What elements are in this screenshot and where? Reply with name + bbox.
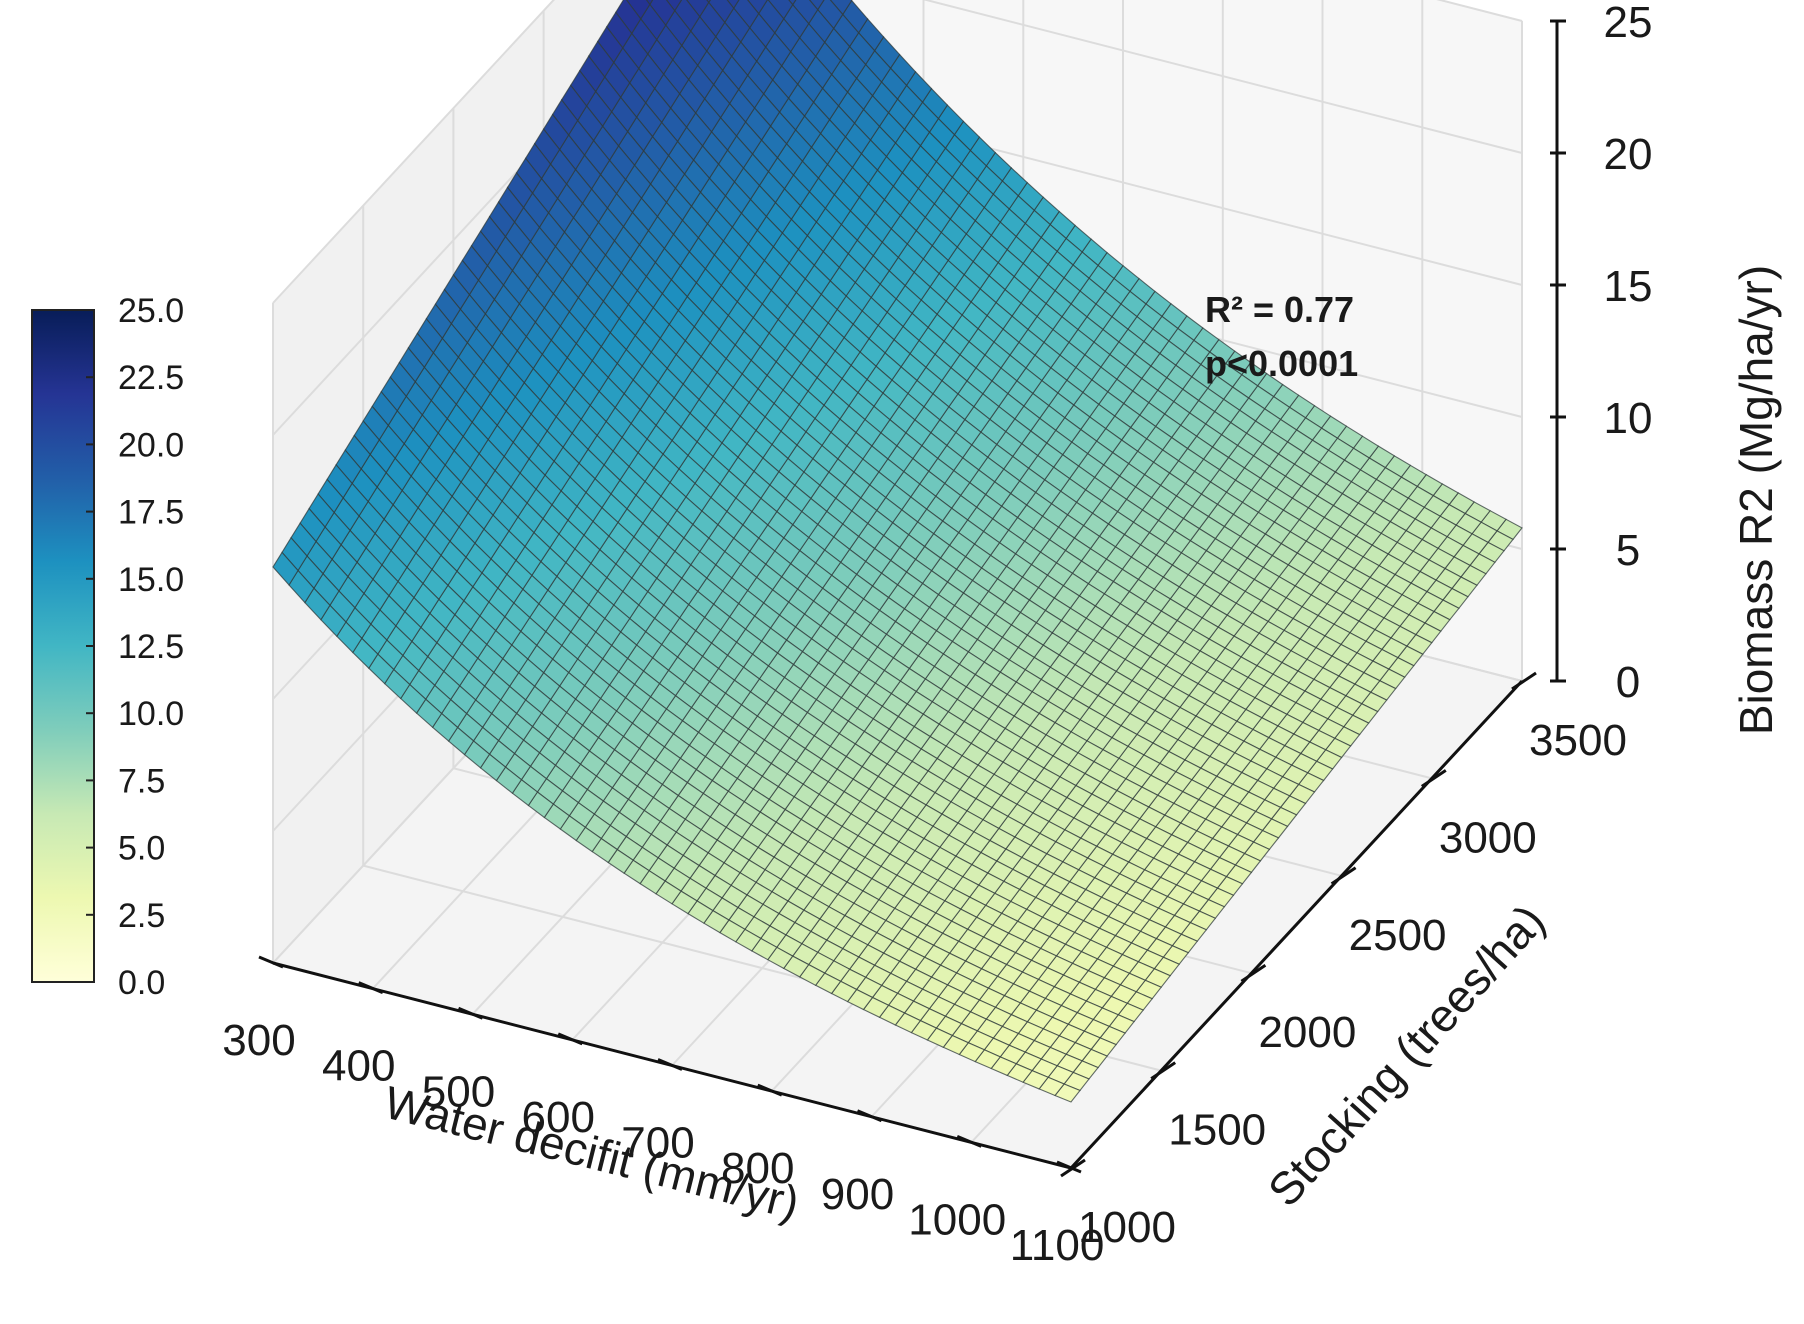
colorbar: 0.0 2.5 5.0 7.5 10.0 12.5 15.0 17.5 20.0 22.5 25.0: [31, 292, 184, 1002]
x-tick-mark: [1056, 1160, 1082, 1174]
x-tick-label: 300: [222, 1016, 295, 1065]
x-tick-mark: [956, 1134, 982, 1148]
colorbar-tick-label: 22.5: [118, 359, 184, 397]
y-tick-label: 3500: [1529, 716, 1627, 765]
z-gridline: [272, 0, 1523, 436]
y-tick-label: 3000: [1439, 813, 1537, 862]
z-tick-label: 25: [1604, 0, 1653, 47]
x-tick-mark: [358, 981, 384, 995]
x-tick-mark: [856, 1109, 883, 1123]
y-tick-label: 2500: [1349, 911, 1447, 960]
z-tick-label: 0: [1616, 658, 1640, 707]
y-tick-label: 1000: [1078, 1203, 1176, 1252]
x-tick-label: 1000: [908, 1195, 1006, 1244]
annotation-p-value: p<0.0001: [1205, 343, 1358, 384]
colorbar-tick-label: 25.0: [118, 292, 184, 330]
x-tick-label: 1100: [1010, 1221, 1105, 1270]
y-tick-mark: [1420, 769, 1447, 788]
y-tick-mark: [1150, 1061, 1177, 1080]
z-tick-label: 15: [1604, 262, 1653, 311]
x-tick-label: 500: [422, 1067, 495, 1116]
surface-mesh: [272, 0, 1523, 1103]
x-tick-label: 900: [821, 1170, 894, 1219]
annotation-r-squared: R² = 0.77: [1205, 289, 1354, 330]
z-axis-label: Biomass R2 (Mg/ha/yr): [1730, 265, 1782, 735]
x-tick-mark: [258, 955, 284, 969]
colorbar-tick-label: 10.0: [118, 695, 184, 733]
y-tick-mark: [1511, 671, 1537, 691]
y-tick-label: 1500: [1168, 1106, 1266, 1155]
x-tick-mark: [457, 1006, 484, 1020]
colorbar-tick-label: 7.5: [118, 762, 165, 800]
x-tick-label: 600: [522, 1093, 595, 1142]
colorbar-tick-label: 15.0: [118, 561, 184, 599]
axes-lines-and-ticks: [258, 19, 1566, 1178]
colorbar-tick-label: 5.0: [118, 830, 165, 868]
x-tick-label: 400: [322, 1042, 395, 1091]
z-tick-label: 10: [1604, 394, 1653, 443]
colorbar-tick-label: 2.5: [118, 897, 165, 935]
x-tick-label: 700: [621, 1119, 694, 1168]
y-tick-label: 2000: [1258, 1008, 1356, 1057]
colorbar-gradient: [31, 309, 95, 983]
z-tick-label: 5: [1616, 526, 1640, 575]
y-tick-mark: [1060, 1158, 1086, 1178]
x-tick-mark: [557, 1032, 583, 1046]
z-tick-label: 20: [1604, 130, 1653, 179]
x-tick-label: 800: [721, 1144, 794, 1193]
colorbar-tick-label: 12.5: [118, 628, 184, 666]
y-axis-line: [1069, 679, 1524, 1170]
x-tick-mark: [757, 1083, 783, 1097]
y-tick-mark: [1240, 963, 1267, 983]
axis-tick-labels: 3004005006007008009001000110010001500200…: [222, 0, 1652, 1270]
colorbar-tick-label: 17.5: [118, 494, 184, 532]
y-tick-mark: [1330, 866, 1357, 886]
colorbar-tick-label: 0.0: [118, 964, 165, 1002]
z-gridline: [272, 0, 1523, 304]
surface-patch: [272, 551, 299, 586]
colorbar-tick-label: 20.0: [118, 426, 184, 464]
surface-patch: [788, 0, 797, 6]
x-tick-mark: [657, 1058, 683, 1071]
